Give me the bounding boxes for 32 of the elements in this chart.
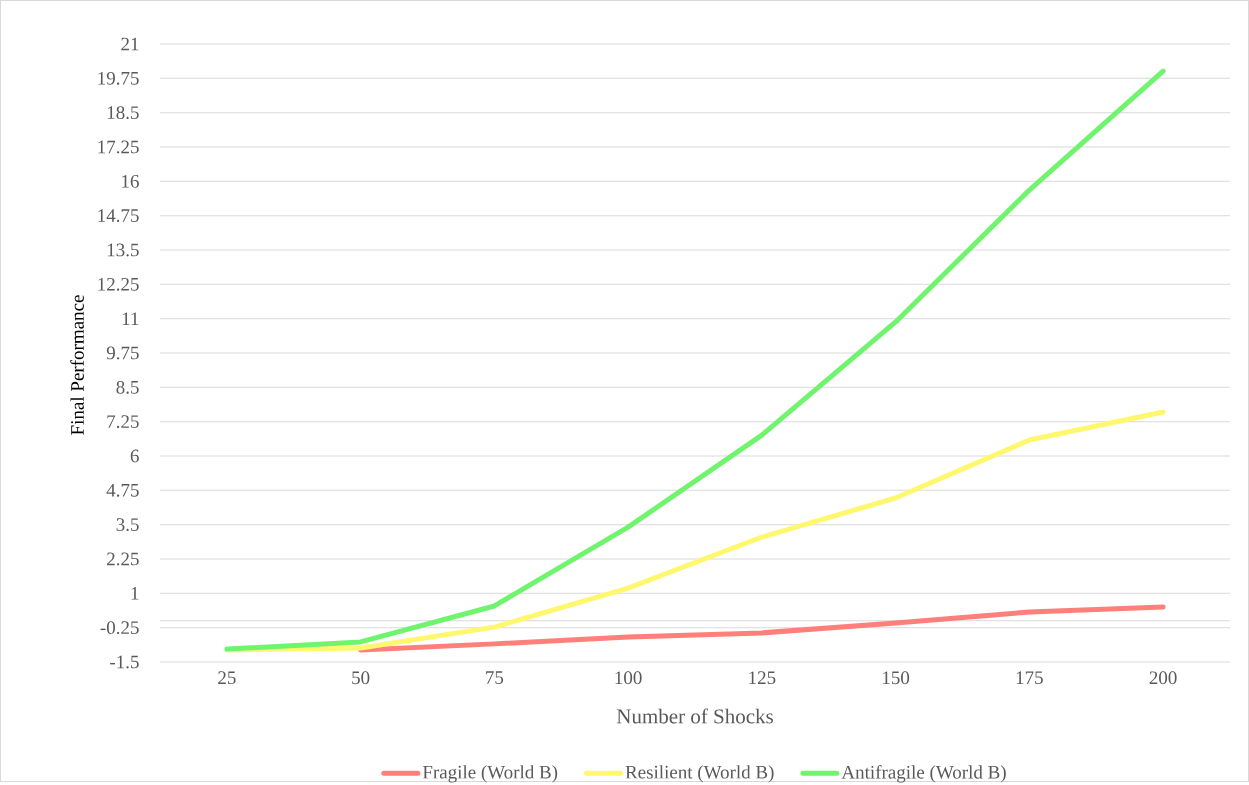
y-tick-label: 19.75 <box>98 71 139 85</box>
y-tick-label: 4.75 <box>106 483 139 497</box>
y-tick-label: 13.5 <box>107 243 139 257</box>
y-axis-title: Final Performance <box>70 295 84 435</box>
x-tick-label: 100 <box>615 671 642 684</box>
y-tick-label: 6 <box>130 449 139 463</box>
legend-label: Fragile (World B) <box>422 765 558 783</box>
x-axis-title: Number of Shocks <box>616 708 773 724</box>
x-tick-label: 125 <box>749 671 776 684</box>
y-tick-label: 12.25 <box>98 277 139 291</box>
y-tick-label: 16 <box>122 174 139 188</box>
y-tick-label: -0.25 <box>100 621 139 634</box>
y-tick-label: 14.75 <box>98 209 139 222</box>
y-tick-label: 17.25 <box>98 140 139 154</box>
x-tick-label: 75 <box>486 671 504 684</box>
legend-label: Antifragile (World B) <box>841 764 1006 783</box>
legend-label: Resilient (World B) <box>625 765 774 783</box>
x-tick-label: 50 <box>352 671 370 684</box>
y-tick-label: 8.5 <box>116 380 139 394</box>
y-tick-label: 18.5 <box>107 106 139 119</box>
y-tick-label: 3.5 <box>116 518 139 531</box>
y-tick-label: 7.25 <box>107 415 139 428</box>
y-tick-label: 2.25 <box>107 552 139 566</box>
y-tick-label: 21 <box>121 37 139 51</box>
x-tick-label: 200 <box>1149 671 1177 684</box>
y-tick-label: 1 <box>131 586 139 600</box>
x-tick-label: 150 <box>883 671 910 684</box>
y-tick-label: -1.5 <box>110 655 139 669</box>
x-tick-label: 175 <box>1016 671 1043 684</box>
x-tick-label: 25 <box>218 671 236 684</box>
y-tick-label: 11 <box>122 312 139 325</box>
y-tick-label: 9.75 <box>106 346 139 360</box>
